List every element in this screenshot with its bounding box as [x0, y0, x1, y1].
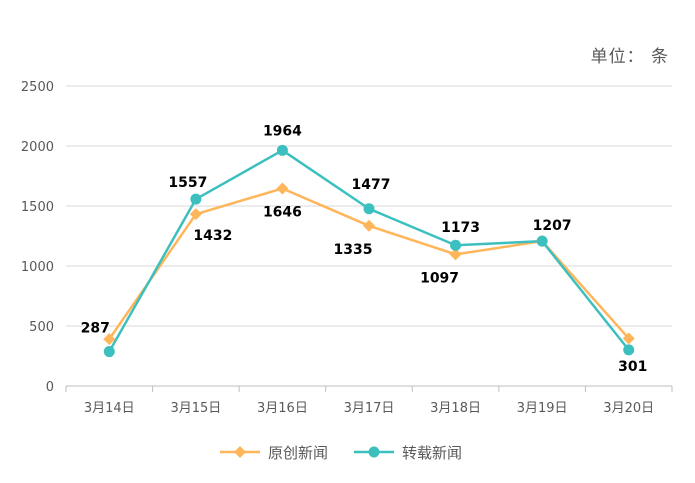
x-tick-label: 3月16日 [257, 401, 308, 416]
data-label: 1335 [334, 242, 373, 258]
x-tick-label: 3月19日 [517, 401, 568, 416]
series-1-point [449, 248, 462, 261]
series-1-point [622, 332, 635, 345]
y-tick-label: 1000 [21, 260, 54, 275]
legend-label-2: 转载新闻 [402, 444, 462, 462]
series-2-point [623, 344, 635, 356]
data-label: 1432 [193, 228, 232, 244]
series-1-point [189, 208, 202, 221]
y-tick-label: 1500 [21, 200, 54, 215]
x-tick-label: 3月15日 [170, 401, 221, 416]
series-2-point [103, 346, 115, 358]
legend-marker-2 [368, 446, 380, 458]
series-1-point [363, 219, 375, 232]
y-tick-label: 0 [46, 380, 54, 395]
series-2-point [450, 239, 462, 251]
unit-label: 单位： 条 [590, 47, 669, 67]
x-tick-label: 3月14日 [84, 401, 135, 416]
y-tick-label: 2500 [21, 80, 54, 95]
series-1-point [276, 182, 289, 195]
data-label: 1477 [352, 177, 391, 193]
legend-marker-1 [234, 446, 246, 458]
series-2-point [536, 235, 548, 247]
data-label: 287 [81, 321, 110, 337]
y-tick-label: 500 [29, 320, 54, 335]
series-2-point [190, 193, 202, 205]
data-label: 1557 [168, 175, 207, 191]
legend-label-1: 原创新闻 [268, 444, 328, 462]
data-label: 1207 [533, 218, 572, 234]
series-2-point [276, 144, 288, 156]
x-tick-label: 3月17日 [344, 401, 395, 416]
data-label: 1097 [420, 270, 459, 286]
y-tick-label: 2000 [21, 140, 54, 155]
series-2-point [363, 203, 375, 215]
series-1-point [103, 333, 116, 346]
x-tick-label: 3月18日 [430, 401, 481, 416]
data-label: 1173 [441, 220, 480, 236]
x-tick-label: 3月20日 [603, 401, 654, 416]
data-label: 1646 [263, 204, 302, 220]
data-label: 301 [618, 359, 647, 375]
data-label: 1964 [263, 123, 302, 139]
